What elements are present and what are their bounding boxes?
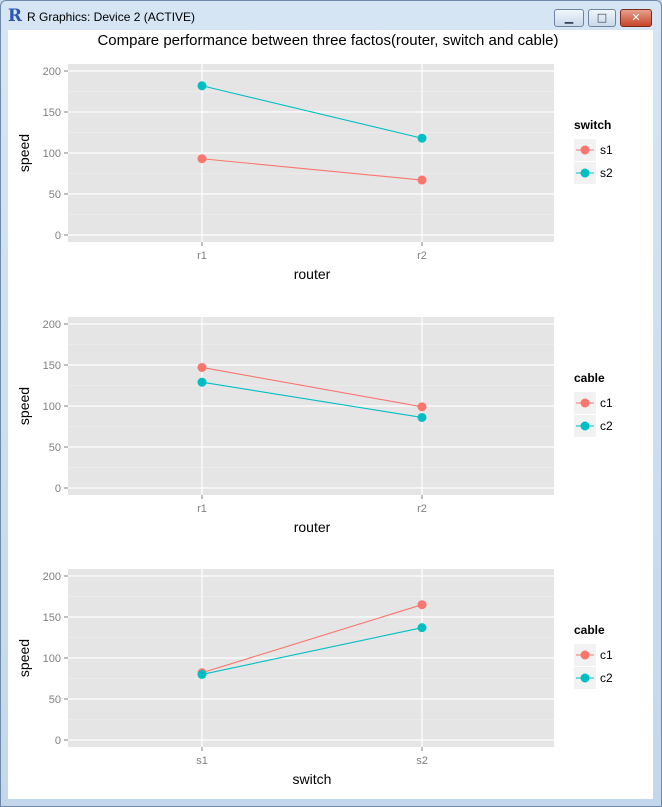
legend-key-point [580,398,590,408]
legend-key-point [580,673,590,683]
legend-key-point [580,650,590,660]
y-tick-label: 200 [43,66,61,78]
data-point-s2-r1 [197,81,207,91]
series-line-c2 [201,381,423,419]
y-tick-label: 0 [55,735,61,747]
y-tick-label: 150 [43,612,61,624]
series-line-c1 [201,604,423,674]
x-axis-title: router [294,519,331,535]
data-point-c1-r2 [417,402,427,412]
legend-label-s1: s1 [600,143,613,157]
data-point-c1-s2 [417,600,427,610]
chart-panel-2: 0 50 100 150 200 r1 r2 router speed cable c1 c2 [16,317,613,535]
data-point-c2-r2 [417,412,427,422]
legend-title: cable [574,623,605,637]
title-bar[interactable]: R R Graphics: Device 2 (ACTIVE) ▁ □ ✕ [1,1,661,31]
legend-label-c1: c1 [600,648,613,662]
y-axis-title: speed [16,639,32,677]
y-tick-label: 200 [43,319,61,331]
x-tick-label: r1 [197,250,207,262]
data-point-c2-s1 [197,669,207,679]
legend-label-s2: s2 [600,166,613,180]
y-tick-label: 50 [49,694,61,706]
window-title: R Graphics: Device 2 (ACTIVE) [27,10,196,24]
data-point-s1-r2 [417,175,427,185]
plot-title: Compare performance between three factos… [97,32,558,49]
x-tick-label: r2 [417,503,427,515]
series-line-c1 [201,366,423,408]
data-point-c2-s2 [417,623,427,633]
y-tick-label: 0 [55,230,61,242]
series-line-s1 [201,158,423,181]
data-point-c2-r1 [197,377,207,387]
legend-label-c2: c2 [600,671,613,685]
legend-key-point [580,168,590,178]
maximize-button[interactable]: □ [588,9,616,27]
close-button[interactable]: ✕ [620,9,652,27]
x-tick-label: s2 [416,755,428,767]
series-line-c2 [201,627,423,675]
minimize-button[interactable]: ▁ [554,9,584,27]
legend-title: cable [574,371,605,385]
x-tick-label: r1 [197,503,207,515]
y-tick-label: 50 [49,189,61,201]
x-axis-title: router [294,266,331,282]
graphics-device-canvas: Compare performance between three factos… [8,30,653,799]
y-axis-title: speed [16,134,32,172]
data-point-s1-r1 [197,154,207,164]
y-tick-label: 100 [43,148,61,160]
legend-key-point [580,421,590,431]
legend-key-point [580,145,590,155]
x-axis-title: switch [293,771,332,787]
data-point-s2-r2 [417,133,427,143]
y-tick-label: 150 [43,107,61,119]
x-tick-label: s1 [196,755,208,767]
legend-label-c2: c2 [600,419,613,433]
y-tick-label: 150 [43,360,61,372]
y-tick-label: 50 [49,442,61,454]
y-tick-label: 100 [43,401,61,413]
y-tick-label: 100 [43,653,61,665]
y-tick-label: 0 [55,483,61,495]
data-point-c1-r1 [197,362,207,372]
r-logo-icon: R [7,6,23,26]
chart-panel-1: 0 50 100 150 200 r1 r2 router speed switch s1 s2 [16,64,613,282]
chart-panel-3: 0 50 100 150 200 s1 s2 switch speed cable c1 c2 [16,569,613,787]
y-tick-label: 200 [43,571,61,583]
x-tick-label: r2 [417,250,427,262]
chart-figure: Compare performance between three factos… [16,32,613,787]
legend-label-c1: c1 [600,396,613,410]
series-line-s2 [201,85,423,139]
legend-title: switch [574,118,611,132]
y-axis-title: speed [16,387,32,425]
